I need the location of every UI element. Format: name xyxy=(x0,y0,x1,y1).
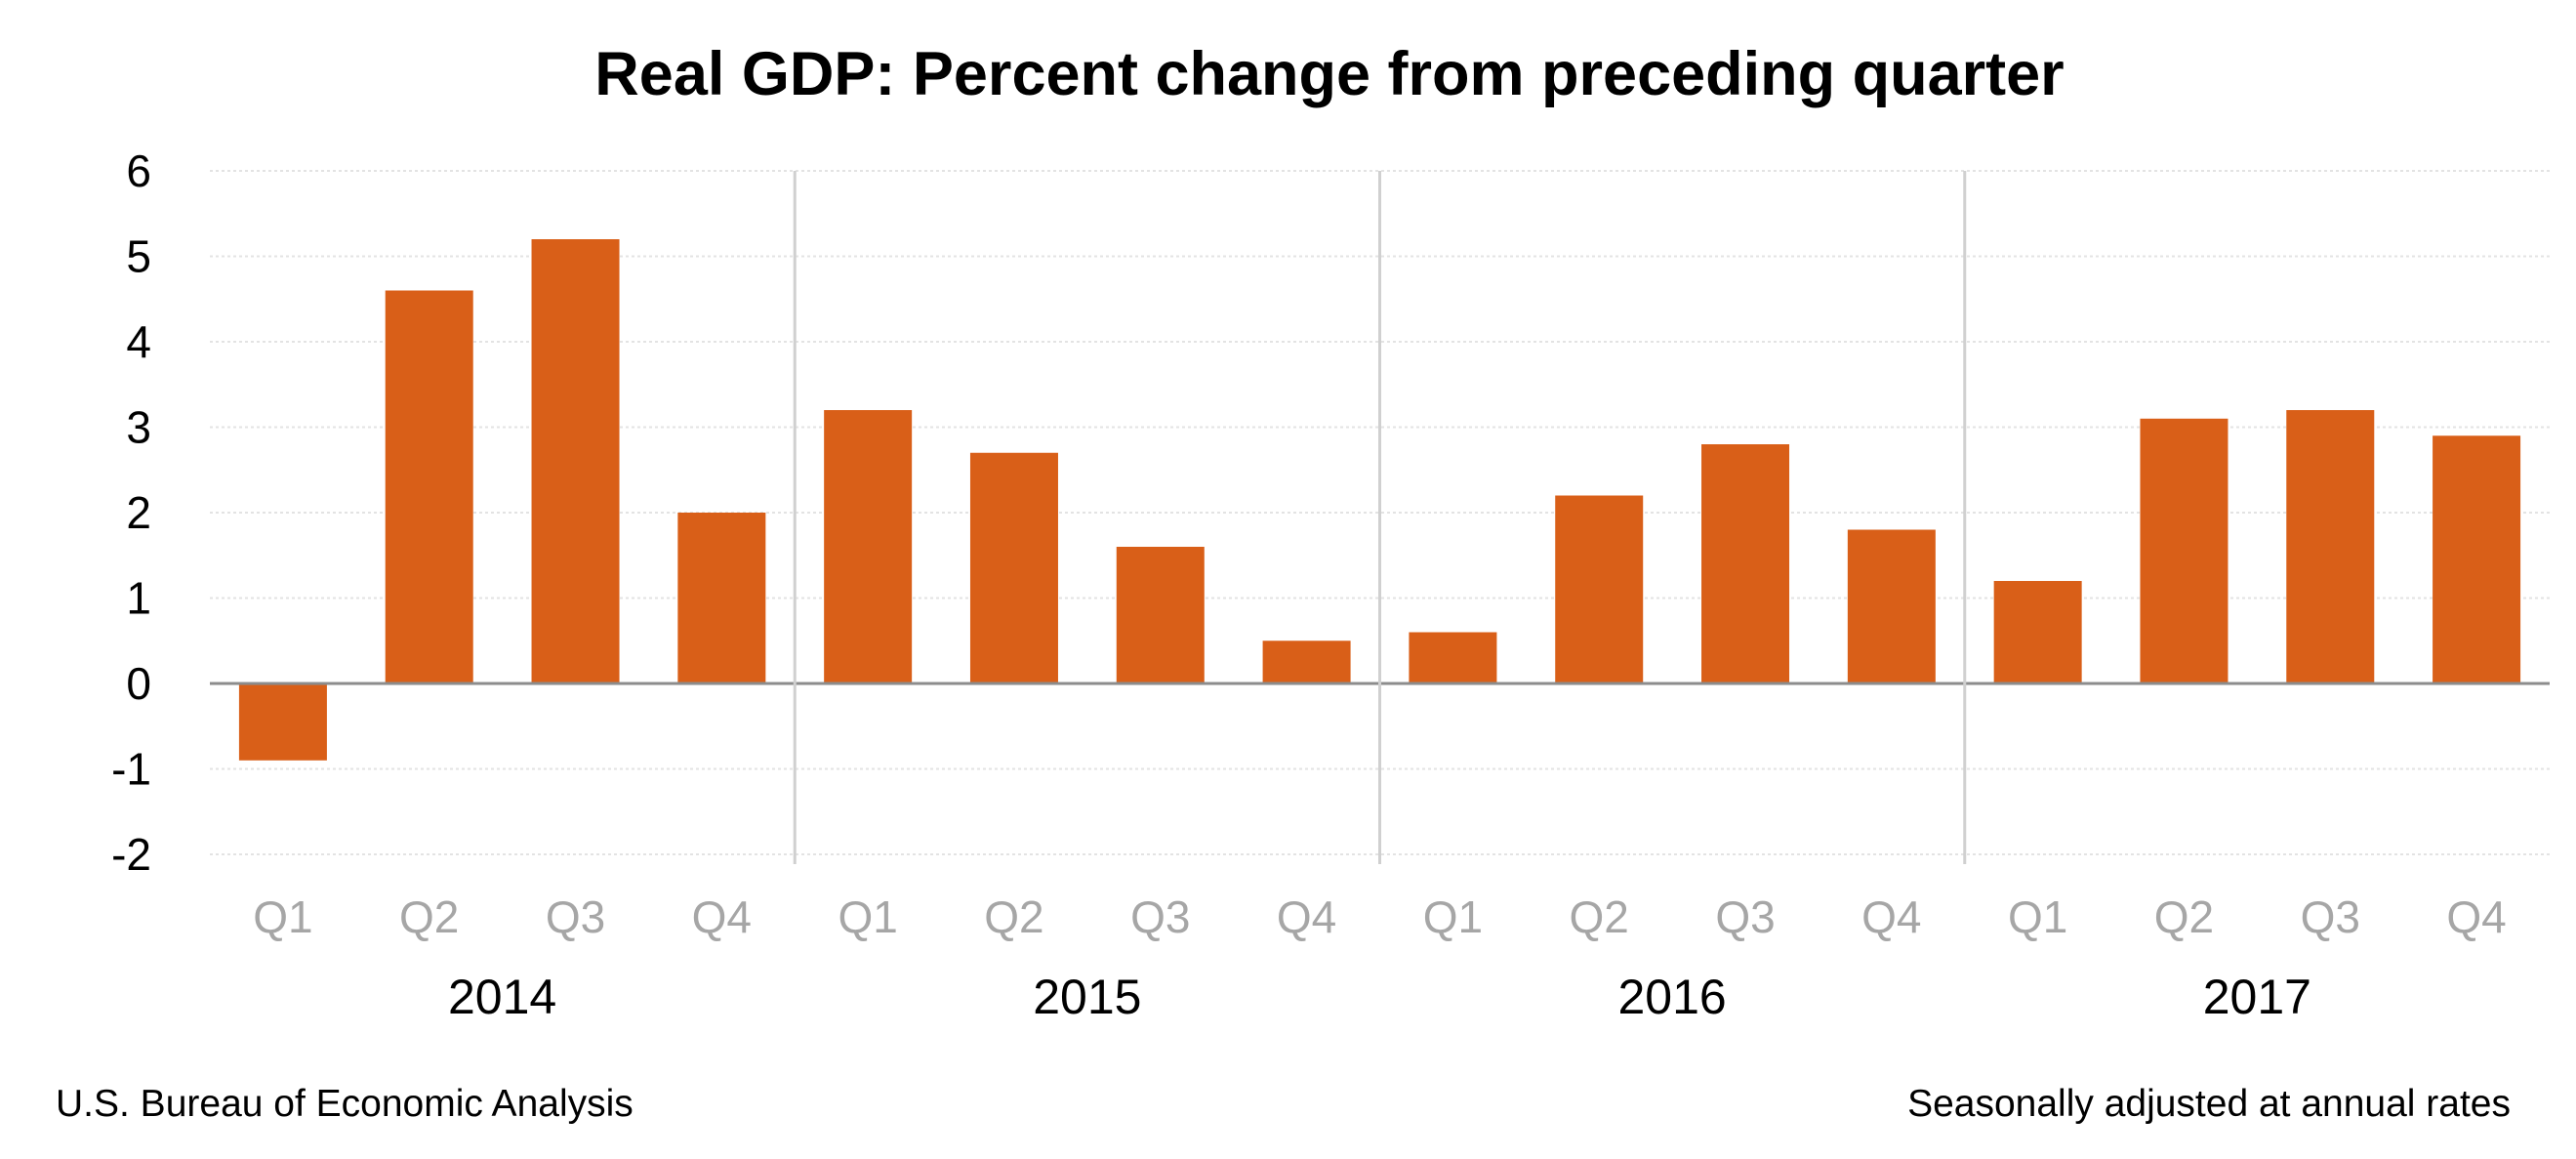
bar xyxy=(1409,632,1497,683)
year-label: 2017 xyxy=(2203,970,2311,1024)
bar-layer xyxy=(238,239,2521,761)
bar xyxy=(238,683,327,761)
y-tick-label: 4 xyxy=(126,316,151,367)
chart-title: Real GDP: Percent change from preceding … xyxy=(594,40,2064,108)
y-tick-label: 6 xyxy=(126,145,151,196)
bar xyxy=(1993,581,2082,683)
bar xyxy=(2286,410,2375,683)
y-tick-label: 1 xyxy=(126,573,151,624)
x-tick-label: Q1 xyxy=(838,891,897,942)
y-tick-label: 5 xyxy=(126,231,151,282)
x-tick-label: Q3 xyxy=(1130,891,1190,942)
year-label: 2014 xyxy=(448,970,556,1024)
x-tick-label: Q2 xyxy=(2154,891,2214,942)
x-tick-label: Q4 xyxy=(1277,891,1336,942)
bar xyxy=(969,452,1058,683)
y-tick-label: 2 xyxy=(126,487,151,538)
seasonal-note: Seasonally adjusted at annual rates xyxy=(1907,1083,2511,1125)
label-layer: 6 5 4 3 2 1 0 -1 -2 Q1 Q2 Q3 Q4 Q1 Q2 Q3 Q4 Q1 Q2 Q3 Q4 Q1 Q2 Q… xyxy=(111,145,2507,1024)
x-tick-label: Q3 xyxy=(546,891,605,942)
bar xyxy=(1262,641,1351,683)
bar xyxy=(1555,495,1644,683)
axis-layer xyxy=(210,171,2550,864)
bar xyxy=(2433,435,2521,683)
x-tick-label: Q4 xyxy=(692,891,752,942)
y-tick-label: 0 xyxy=(126,658,151,709)
y-tick-label: -2 xyxy=(111,829,151,880)
bar xyxy=(385,290,473,683)
x-tick-label: Q4 xyxy=(2446,891,2506,942)
x-tick-label: Q1 xyxy=(1423,891,1483,942)
x-tick-label: Q3 xyxy=(1715,891,1775,942)
bar xyxy=(1847,529,1936,683)
x-tick-label: Q1 xyxy=(253,891,312,942)
x-tick-label: Q4 xyxy=(1861,891,1921,942)
y-tick-label: 3 xyxy=(126,402,151,453)
x-tick-label: Q1 xyxy=(2008,891,2067,942)
y-tick-label: -1 xyxy=(111,744,151,795)
bar xyxy=(824,410,913,683)
bar xyxy=(1701,444,1790,683)
source-note: U.S. Bureau of Economic Analysis xyxy=(56,1083,634,1125)
x-tick-label: Q2 xyxy=(1570,891,1629,942)
x-tick-label: Q3 xyxy=(2301,891,2360,942)
x-tick-label: Q2 xyxy=(984,891,1043,942)
year-label: 2015 xyxy=(1033,970,1141,1024)
x-tick-label: Q2 xyxy=(399,891,459,942)
year-label: 2016 xyxy=(1618,970,1727,1024)
bar xyxy=(531,239,620,683)
bar xyxy=(1116,547,1205,683)
bar xyxy=(677,513,766,683)
bar xyxy=(2140,418,2228,683)
